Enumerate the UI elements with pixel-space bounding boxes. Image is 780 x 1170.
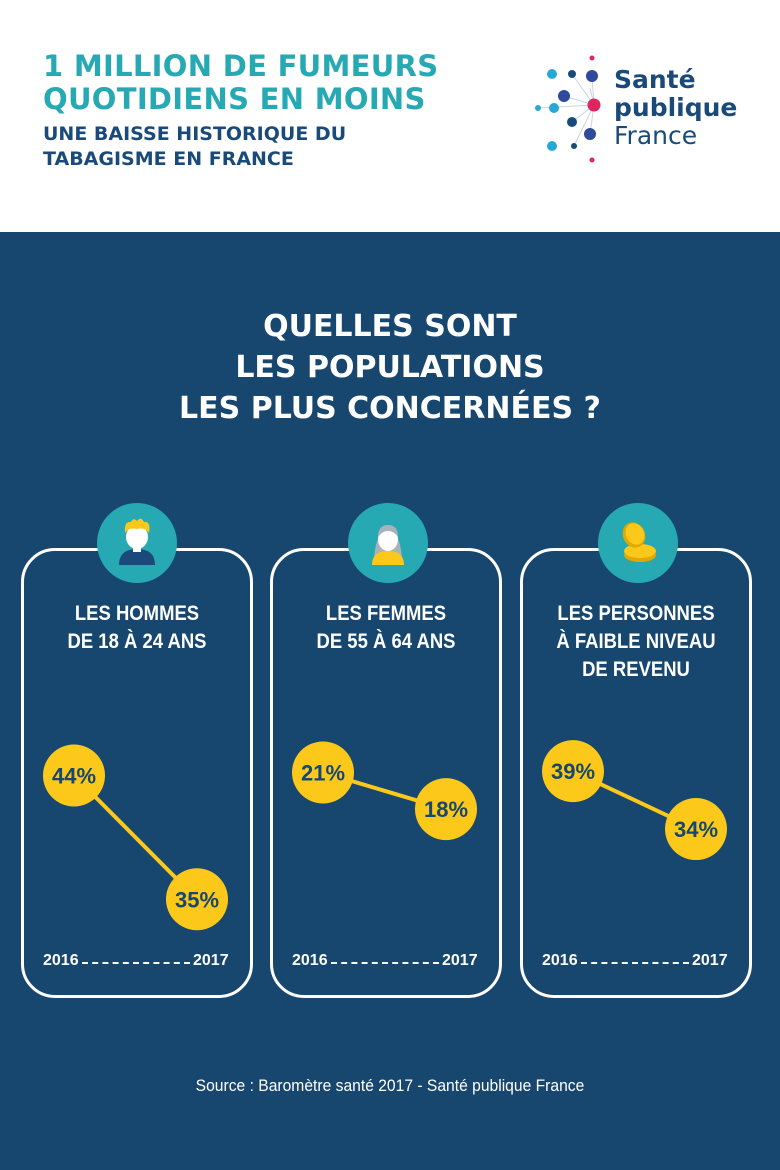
main-title: 1 MILLION DE FUMEURS QUOTIDIENS EN MOINS (43, 50, 513, 116)
data-label: 39% (551, 759, 595, 784)
question-line3: LES PLUS CONCERNÉES ? (179, 391, 601, 426)
header: 1 MILLION DE FUMEURS QUOTIDIENS EN MOINS… (0, 0, 780, 232)
icon-circle-young-men (97, 503, 177, 583)
card-title-women: LES FEMMES DE 55 À 64 ANS (284, 600, 488, 656)
data-point (43, 744, 105, 807)
year-start-label: 2016 (542, 952, 578, 969)
woman-icon (372, 525, 404, 565)
source-note: Source : Baromètre santé 2017 - Santé pu… (195, 1076, 585, 1095)
data-label: 35% (175, 887, 219, 912)
data-point (542, 740, 604, 803)
year-end-label: 2017 (193, 952, 229, 969)
year-end-label: 2017 (692, 952, 728, 969)
card-title-line: LES HOMMES (74, 602, 200, 625)
timeline-dash (581, 962, 689, 964)
question-heading: QUELLES SONT LES POPULATIONS LES PLUS CO… (0, 306, 780, 429)
data-label: 44% (52, 764, 96, 789)
data-point (166, 868, 228, 931)
data-label: 34% (674, 817, 718, 842)
young-man-icon (119, 518, 155, 565)
subtitle: UNE BAISSE HISTORIQUE DU TABAGISME EN FR… (43, 122, 513, 172)
question-line1: QUELLES SONT (263, 309, 517, 344)
card-title-young-men: LES HOMMES DE 18 À 24 ANS (35, 600, 239, 656)
question-line2: LES POPULATIONS (235, 350, 545, 385)
logo-line2: publique (614, 93, 738, 122)
card-title-low-income: LES PERSONNES À FAIBLE NIVEAU DE REVENU (534, 600, 738, 684)
main-panel (0, 232, 780, 1170)
data-label: 18% (424, 797, 468, 822)
data-label: 21% (301, 760, 345, 785)
subtitle-line1: UNE BAISSE HISTORIQUE DU (43, 123, 347, 145)
chart-women: 21% 18% (292, 741, 477, 841)
sante-publique-logo-icon (535, 55, 601, 163)
chart-young-men: 44% 35% (43, 744, 228, 931)
main-title-line1: 1 MILLION DE FUMEURS (43, 49, 439, 83)
logo-line1: Santé (614, 65, 696, 94)
logo-line3: France (614, 121, 698, 150)
year-start-label: 2016 (43, 952, 79, 969)
card-title-line: LES FEMMES (325, 602, 447, 625)
logo-wordmark: Santé publique France (614, 66, 737, 150)
card-title-line: DE 18 À 24 ANS (67, 630, 207, 653)
icon-circle-low-income (598, 503, 678, 583)
coins-icon (622, 522, 656, 562)
subtitle-line2: TABAGISME EN FRANCE (43, 148, 294, 170)
timeline-dash (331, 962, 439, 964)
card-title-line: DE 55 À 64 ANS (316, 630, 456, 653)
timeline-dash (82, 962, 190, 964)
card-title-line: LES PERSONNES (557, 602, 715, 625)
chart-low-income: 39% 34% (542, 740, 727, 861)
data-point (665, 798, 727, 861)
year-start-label: 2016 (292, 952, 328, 969)
card-title-line: À FAIBLE NIVEAU (556, 630, 716, 653)
data-point (292, 741, 354, 804)
icon-circle-women (348, 503, 428, 583)
main-title-line2: QUOTIDIENS EN MOINS (43, 82, 426, 116)
card-title-line: DE REVENU (582, 658, 690, 681)
year-end-label: 2017 (442, 952, 478, 969)
data-point (415, 778, 477, 841)
